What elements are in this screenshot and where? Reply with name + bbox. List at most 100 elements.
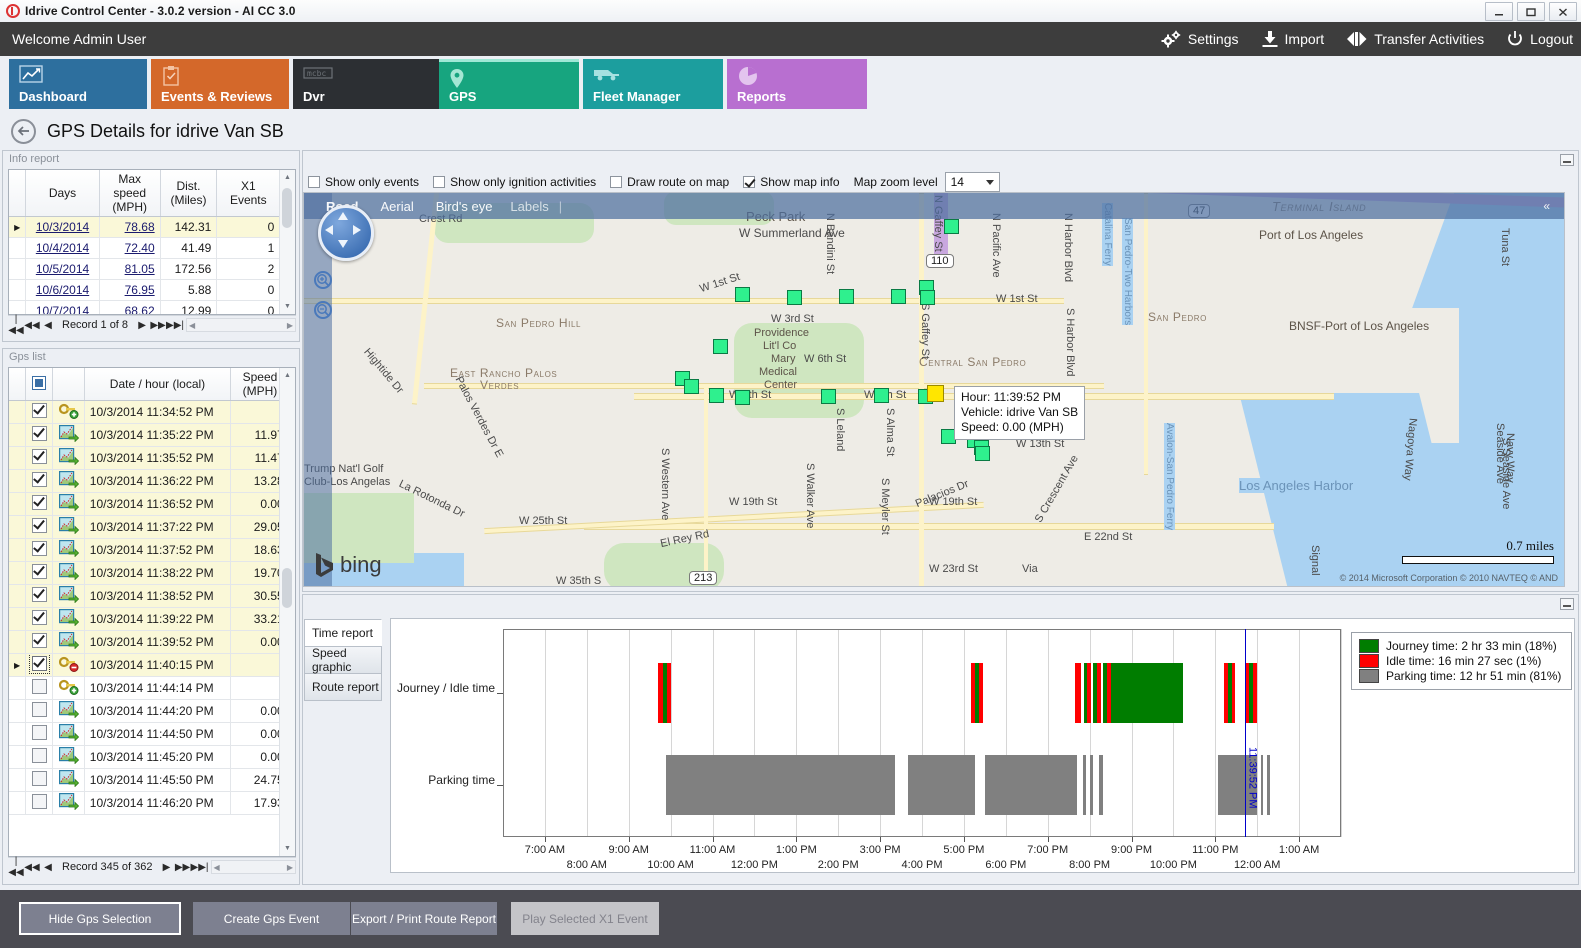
scroll-down-icon[interactable]: ▼ [284,845,291,852]
table-row[interactable]: 10/3/2014 11:39:52 PM 0.00 [9,630,295,654]
show-map-info-option[interactable]: Show map info [743,175,840,189]
cell-day[interactable]: 10/3/2014 [25,216,100,238]
tab-time-report[interactable]: Time report [304,619,382,647]
row-select-checkbox[interactable] [25,446,54,470]
map-zoom-in-button[interactable] [314,271,332,289]
cell-max-speed[interactable]: 72.40 [99,237,161,259]
export-print-route-report-button[interactable]: Export / Print Route Report [351,902,497,935]
route-marker[interactable] [839,289,854,304]
scrollbar-thumb[interactable] [282,568,292,608]
table-row[interactable]: 10/3/2014 11:44:14 PM [9,676,295,700]
tab-route-report[interactable]: Route report [304,673,382,701]
route-marker[interactable] [787,290,802,305]
draw-route-option[interactable]: Draw route on map [610,175,729,189]
tab-dvr[interactable]: mcbc Dvr [293,59,439,109]
close-button[interactable] [1549,2,1577,21]
scrollbar-thumb[interactable] [282,188,292,228]
show-only-ignition-checkbox[interactable] [433,176,446,188]
row-select-checkbox[interactable] [25,676,54,700]
map-mode-birdseye[interactable]: Bird's eye [435,198,493,214]
table-row[interactable]: 10/3/2014 11:37:22 PM 29.05 [9,515,295,539]
minimize-button[interactable] [1485,2,1513,21]
route-marker[interactable] [713,339,728,354]
draw-route-checkbox[interactable] [610,176,623,188]
nav-prevpage-button[interactable]: ◀◀ [24,319,40,331]
scroll-up-icon[interactable]: ▲ [284,174,291,181]
show-map-info-checkbox[interactable] [743,176,756,188]
table-row[interactable]: 10/3/2014 11:44:50 PM 0.00 [9,722,295,746]
map-zoom-out-button[interactable] [314,301,332,319]
table-row[interactable]: 10/3/2014 11:37:52 PM 18.63 [9,538,295,562]
th-select-all[interactable] [25,368,54,401]
th-dist[interactable]: Dist. (Miles) [160,170,218,217]
route-marker[interactable] [891,289,906,304]
show-only-ignition-option[interactable]: Show only ignition activities [433,175,596,189]
tab-speed-graphic[interactable]: Speed graphic [304,646,382,674]
route-marker-current[interactable] [927,385,944,402]
show-only-events-option[interactable]: Show only events [308,175,419,189]
row-select-checkbox[interactable] [25,791,54,815]
settings-menu-item[interactable]: Settings [1160,30,1239,48]
th-max-speed[interactable]: Max speed (MPH) [99,170,161,217]
route-marker[interactable] [920,290,935,305]
gps-list-hscroll[interactable]: ◀ ▶ [210,860,296,874]
back-button[interactable] [11,118,36,144]
map-canvas[interactable]: Hour: 11:39:52 PM Vehicle: idrive Van SB… [303,192,1565,587]
gps-list-scrollbar[interactable]: ▲ ▼ [279,368,295,856]
row-select-checkbox[interactable] [25,515,54,539]
table-row[interactable]: ▶ 10/3/2014 78.68 142.31 0 [9,216,295,238]
show-only-events-checkbox[interactable] [308,176,320,188]
th-x1-events[interactable]: X1 Events [216,170,281,217]
time-report-chart[interactable]: 11:39:52 PM Journey / Idle time Parking … [390,618,1575,873]
cell-day[interactable]: 10/4/2014 [25,237,100,259]
row-select-checkbox[interactable] [25,561,54,585]
table-row[interactable]: 10/3/2014 11:36:22 PM 13.28 [9,469,295,493]
import-menu-item[interactable]: Import [1261,30,1324,48]
nav-prev-button[interactable]: ◀ [44,319,52,331]
row-select-checkbox[interactable] [25,699,54,723]
create-gps-event-button[interactable]: Create Gps Event [193,902,350,935]
cell-max-speed[interactable]: 78.68 [99,216,161,238]
table-row[interactable]: 10/6/2014 76.95 5.88 0 [9,279,295,301]
row-select-checkbox[interactable] [25,630,54,654]
table-row[interactable]: 10/3/2014 11:38:52 PM 30.55 [9,584,295,608]
map-pan-control[interactable] [318,205,374,261]
row-select-checkbox[interactable] [25,492,54,516]
row-select-checkbox[interactable] [25,745,54,769]
row-select-checkbox[interactable] [25,653,54,677]
route-marker[interactable] [944,219,959,234]
map-mode-aerial[interactable]: Aerial [380,198,414,214]
nav-first-button[interactable]: |◀◀ [8,314,24,336]
table-row[interactable]: 10/3/2014 11:38:22 PM 19.70 [9,561,295,585]
tab-dashboard[interactable]: Dashboard [9,59,147,109]
info-report-hscroll[interactable]: ◀ ▶ [186,318,296,332]
transfer-activities-menu-item[interactable]: Transfer Activities [1346,30,1484,48]
table-row[interactable]: 10/4/2014 72.40 41.49 1 [9,237,295,259]
table-row[interactable]: 10/3/2014 11:39:22 PM 33.21 [9,607,295,631]
map-labels-toggle[interactable]: Labels [510,198,549,214]
cell-max-speed[interactable]: 68.62 [99,300,161,314]
tab-gps[interactable]: GPS [439,59,579,109]
scroll-up-icon[interactable]: ▲ [284,372,291,379]
nav-first-button[interactable]: |◀◀ [8,856,24,878]
cell-day[interactable]: 10/6/2014 [25,279,100,301]
nav-next-button[interactable]: ▶ [162,861,171,873]
row-select-checkbox[interactable] [25,584,54,608]
table-row[interactable]: 10/7/2014 68.62 12.99 0 [9,300,295,314]
table-row[interactable]: 10/3/2014 11:35:52 PM 11.47 [9,446,295,470]
maximize-button[interactable] [1517,2,1545,21]
cell-day[interactable]: 10/5/2014 [25,258,100,280]
report-panel-minimize-button[interactable] [1560,598,1574,610]
table-row[interactable]: 10/3/2014 11:35:22 PM 11.97 [9,423,295,447]
tab-events-reviews[interactable]: Events & Reviews [151,59,289,109]
row-select-checkbox[interactable] [25,768,54,792]
map-panel-minimize-button[interactable] [1560,154,1574,166]
cell-max-speed[interactable]: 76.95 [99,279,161,301]
nav-last-button[interactable]: ▶▶| [166,319,185,331]
nav-prev-button[interactable]: ◀ [44,861,52,873]
route-marker[interactable] [735,390,750,405]
table-row[interactable]: 10/3/2014 11:34:52 PM [9,400,295,424]
hide-gps-selection-button[interactable]: Hide Gps Selection [19,902,181,935]
nav-nextpage-button[interactable]: ▶▶ [150,319,166,331]
nav-last-button[interactable]: ▶▶| [190,861,209,873]
